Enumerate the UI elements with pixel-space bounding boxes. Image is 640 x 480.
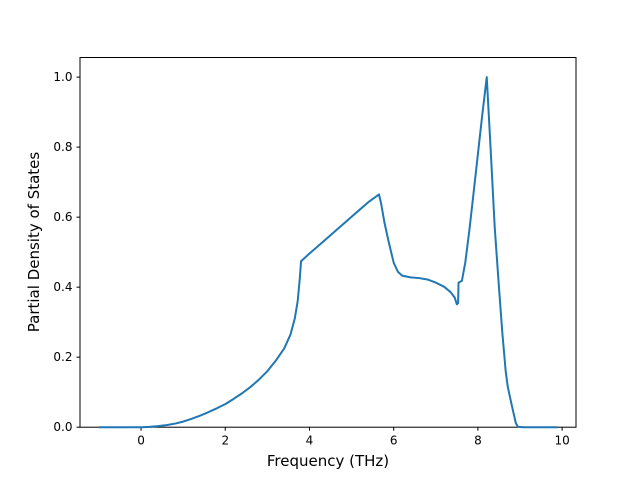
y-tick-label: 1.0 (53, 70, 72, 84)
x-tick-label: 0 (137, 434, 145, 448)
y-tick-label: 0.4 (53, 280, 72, 294)
x-tick-label: 2 (221, 434, 229, 448)
plot-border (79, 57, 577, 428)
x-tick-label: 8 (474, 434, 482, 448)
x-tick-label: 10 (554, 434, 569, 448)
y-tick-label: 0.2 (53, 350, 72, 364)
y-axis-label: Partial Density of States (25, 152, 43, 333)
y-tick-label: 0.0 (53, 420, 72, 434)
y-axis-ticks: 0.0 0.2 0.4 0.6 0.8 1.0 (53, 70, 80, 434)
x-axis-ticks: 0 2 4 6 8 10 (137, 427, 570, 448)
y-tick-label: 0.6 (53, 210, 72, 224)
x-tick-label: 4 (306, 434, 314, 448)
x-axis-label: Frequency (THz) (267, 452, 389, 470)
pdos-line (98, 76, 558, 429)
x-tick-label: 6 (390, 434, 398, 448)
y-tick-label: 0.8 (53, 140, 72, 154)
